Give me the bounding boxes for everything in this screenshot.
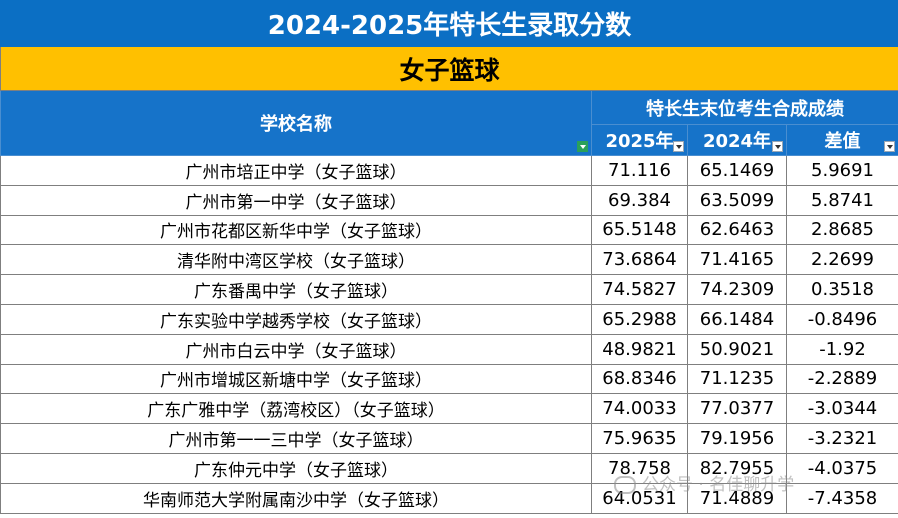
score-2024-cell: 71.4889 — [687, 482, 787, 514]
col-2024-label: 2024年 — [702, 131, 772, 152]
diff-cell: 5.8741 — [785, 184, 898, 216]
diff-cell: -1.92 — [785, 333, 898, 365]
diff-cell: 2.8685 — [785, 214, 898, 246]
col-2025-label: 2025年 — [605, 131, 674, 152]
diff-cell: -2.2889 — [785, 363, 898, 395]
diff-cell: -7.4358 — [785, 482, 898, 514]
table-row: 华南师范大学附属南沙中学（女子篮球） 64.0531 71.4889 -7.43… — [0, 482, 898, 514]
school-cell: 广东仲元中学（女子篮球） — [0, 452, 592, 484]
score-2025-cell: 74.5827 — [591, 274, 688, 305]
school-cell: 广州市增城区新塘中学（女子篮球） — [0, 363, 592, 395]
score-2024-cell: 65.1469 — [687, 155, 787, 186]
school-cell: 华南师范大学附属南沙中学（女子篮球） — [0, 482, 592, 514]
table-row: 广东实验中学越秀学校（女子篮球） 65.2988 66.1484 -0.8496 — [0, 303, 898, 335]
score-2025-cell: 64.0531 — [591, 482, 688, 514]
score-2024-cell: 63.5099 — [687, 184, 787, 216]
school-cell: 广东番禺中学（女子篮球） — [0, 274, 592, 305]
school-cell: 广州市第一中学（女子篮球） — [0, 184, 592, 216]
score-2025-cell: 71.116 — [591, 155, 688, 186]
table-row: 广州市第一中学（女子篮球） 69.384 63.5099 5.8741 — [0, 184, 898, 216]
diff-cell: -4.0375 — [785, 452, 898, 484]
table-row: 广州市培正中学（女子篮球） 71.116 65.1469 5.9691 — [0, 155, 898, 186]
school-cell: 清华附中湾区学校（女子篮球） — [0, 244, 592, 276]
diff-cell: -0.8496 — [785, 303, 898, 335]
diff-cell: 0.3518 — [785, 274, 898, 305]
page-title: 2024-2025年特长生录取分数 — [0, 0, 898, 47]
diff-cell: -3.2321 — [785, 423, 898, 454]
filter-active-icon[interactable] — [577, 141, 588, 152]
table-row: 广东仲元中学（女子篮球） 78.758 82.7955 -4.0375 — [0, 452, 898, 484]
score-2024-cell: 82.7955 — [687, 452, 787, 484]
col-diff-header: 差值 — [785, 124, 898, 156]
diff-cell: -3.0344 — [785, 393, 898, 425]
score-group-header: 特长生末位考生合成成绩 — [590, 90, 898, 125]
table-row: 广东番禺中学（女子篮球） 74.5827 74.2309 0.3518 — [0, 274, 898, 305]
score-2024-cell: 62.6463 — [687, 214, 787, 246]
table-row: 清华附中湾区学校（女子篮球） 73.6864 71.4165 2.2699 — [0, 244, 898, 276]
score-2025-cell: 65.2988 — [591, 303, 688, 335]
score-2025-cell: 65.5148 — [591, 214, 688, 246]
school-cell: 广州市培正中学（女子篮球） — [0, 155, 592, 186]
score-2024-cell: 66.1484 — [687, 303, 787, 335]
score-2024-cell: 71.4165 — [687, 244, 787, 276]
sport-subtitle: 女子篮球 — [0, 46, 898, 91]
col-2024-header: 2024年 — [687, 124, 787, 156]
filter-dropdown-icon[interactable] — [673, 141, 684, 152]
score-2025-cell: 75.9635 — [591, 423, 688, 454]
school-column-header: 学校名称 — [0, 90, 592, 156]
score-2024-cell: 74.2309 — [687, 274, 787, 305]
score-2024-cell: 50.9021 — [687, 333, 787, 365]
score-2024-cell: 77.0377 — [687, 393, 787, 425]
filter-dropdown-icon[interactable] — [772, 141, 783, 152]
school-cell: 广东广雅中学（荔湾校区）（女子篮球） — [0, 393, 592, 425]
table-row: 广州市增城区新塘中学（女子篮球） 68.8346 71.1235 -2.2889 — [0, 363, 898, 395]
school-cell: 广东实验中学越秀学校（女子篮球） — [0, 303, 592, 335]
school-cell: 广州市第一一三中学（女子篮球） — [0, 423, 592, 454]
score-2025-cell: 78.758 — [591, 452, 688, 484]
score-2025-cell: 74.0033 — [591, 393, 688, 425]
table-row: 广州市花都区新华中学（女子篮球） 65.5148 62.6463 2.8685 — [0, 214, 898, 246]
table-row: 广州市白云中学（女子篮球） 48.9821 50.9021 -1.92 — [0, 333, 898, 365]
score-2024-cell: 79.1956 — [687, 423, 787, 454]
diff-cell: 5.9691 — [785, 155, 898, 186]
score-2025-cell: 73.6864 — [591, 244, 688, 276]
diff-cell: 2.2699 — [785, 244, 898, 276]
filter-dropdown-icon[interactable] — [884, 141, 896, 152]
table-row: 广东广雅中学（荔湾校区）（女子篮球） 74.0033 77.0377 -3.03… — [0, 393, 898, 425]
score-2025-cell: 48.9821 — [591, 333, 688, 365]
col-2025-header: 2025年 — [591, 124, 688, 156]
school-cell: 广州市白云中学（女子篮球） — [0, 333, 592, 365]
score-2024-cell: 71.1235 — [687, 363, 787, 395]
school-cell: 广州市花都区新华中学（女子篮球） — [0, 214, 592, 246]
score-2025-cell: 69.384 — [591, 184, 688, 216]
table-row: 广州市第一一三中学（女子篮球） 75.9635 79.1956 -3.2321 — [0, 423, 898, 454]
school-column-label: 学校名称 — [260, 114, 332, 135]
score-2025-cell: 68.8346 — [591, 363, 688, 395]
col-diff-label: 差值 — [824, 131, 861, 152]
